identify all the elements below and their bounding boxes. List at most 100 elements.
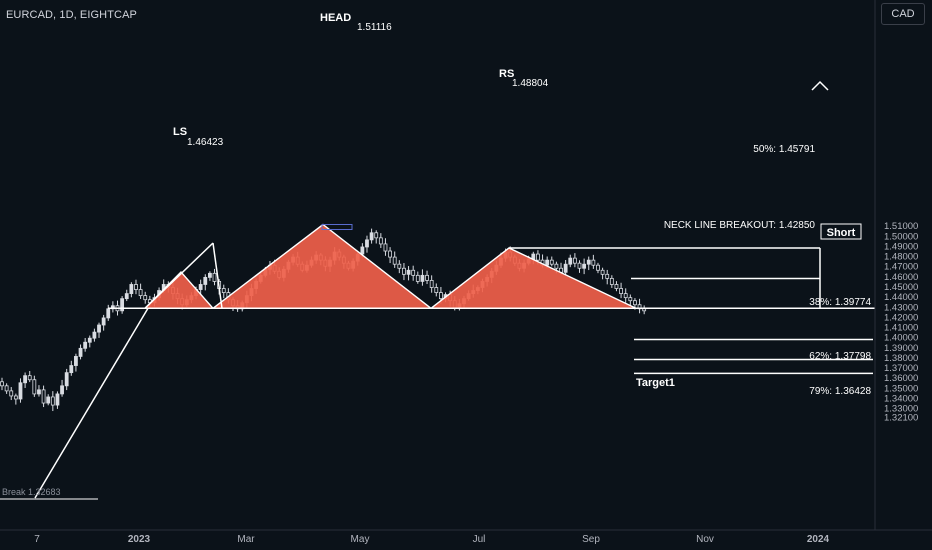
candle-body	[87, 337, 92, 343]
fib-38-label: 38%: 1.39774	[809, 297, 871, 308]
candle-body	[420, 274, 425, 282]
candle-body	[37, 389, 41, 395]
candle-body	[0, 381, 4, 387]
left-shoulder-label: LS	[173, 126, 187, 138]
candle-body	[591, 259, 596, 266]
short-label: Short	[827, 227, 856, 239]
candle-body	[378, 237, 383, 245]
fib-50-label: 50%: 1.45791	[753, 144, 815, 155]
candle-body	[18, 382, 23, 400]
price-tick-label: 1.45000	[884, 282, 918, 293]
candle-body	[642, 308, 647, 312]
neckline-dip-left	[144, 242, 214, 309]
target-label: Target1	[636, 377, 675, 389]
currency-button[interactable]: CAD	[881, 3, 925, 25]
annotation-labels: LS1.46423 HEAD 1.51116 RS1.48804 NECK LINE B…	[2, 12, 871, 497]
candle-body	[434, 287, 439, 293]
time-tick-label: May	[351, 534, 370, 545]
candle-body	[143, 295, 148, 301]
candle-body	[438, 292, 443, 300]
candle-body	[212, 272, 217, 282]
candle-body	[203, 276, 208, 285]
candle-body	[577, 262, 582, 269]
price-tick-label: 1.47000	[884, 262, 918, 273]
candle-body	[41, 389, 46, 404]
candle-body	[614, 284, 619, 289]
price-tick-label: 1.35000	[884, 383, 918, 394]
time-tick-label: Sep	[582, 534, 600, 545]
head-peak-marker	[321, 224, 353, 231]
candle-body	[596, 264, 600, 271]
candle-body	[74, 356, 78, 366]
candle-body	[365, 239, 369, 248]
neckline-label: NECK LINE BREAKOUT: 1.42850	[664, 220, 816, 231]
candle-body	[609, 277, 614, 285]
candle-body	[198, 284, 203, 290]
fib-62-label: 62%: 1.37798	[809, 351, 871, 362]
candle-body	[46, 396, 51, 404]
candle-body	[374, 232, 379, 239]
left-shoulder-price: 1.46423	[187, 137, 224, 148]
candle-body	[633, 300, 637, 306]
time-axis[interactable]: 7 2023 Mar May Jul Sep Nov 2024	[0, 529, 932, 545]
price-tick-label: 1.46000	[884, 272, 918, 283]
candle-body	[568, 257, 573, 265]
time-tick-label: Nov	[696, 534, 714, 545]
candle-body	[129, 284, 134, 294]
candle-body	[388, 250, 392, 258]
price-tick-label: 1.42000	[884, 312, 918, 323]
candle-body	[134, 284, 138, 290]
candle-body	[563, 263, 568, 273]
candle-body	[586, 259, 591, 265]
candle-body	[64, 372, 69, 387]
uptrend-line	[34, 307, 149, 499]
time-tick-label: Mar	[237, 534, 255, 545]
candle-body	[27, 375, 32, 381]
candle-body	[536, 253, 540, 261]
candle-body	[628, 297, 633, 302]
price-tick-label: 1.50000	[884, 231, 918, 242]
candle-body	[392, 256, 397, 265]
candle-body	[221, 288, 226, 293]
candle-body	[429, 280, 434, 288]
time-tick-label: 2024	[807, 534, 830, 545]
candle-body	[554, 263, 559, 269]
head-label: HEAD	[320, 12, 351, 24]
candle-body	[545, 259, 550, 266]
price-tick-label: 1.36000	[884, 373, 918, 384]
candle-body	[78, 347, 83, 357]
bottom-left-label: Break 1.32683	[2, 487, 61, 497]
price-tick-label: 1.51000	[884, 221, 918, 232]
candle-body	[83, 341, 88, 349]
candle-body	[50, 396, 55, 406]
fib-79-label: 79%: 1.36428	[809, 386, 871, 397]
candle-body	[69, 365, 74, 374]
right-shoulder-label: RS	[499, 68, 514, 80]
candle-body	[124, 293, 129, 300]
candle-body	[106, 308, 111, 319]
candle-body	[415, 274, 420, 282]
time-tick-label: Jul	[473, 534, 486, 545]
candle-body	[23, 375, 28, 384]
candle-body	[120, 298, 125, 312]
measured-move-arrowhead	[811, 80, 829, 91]
candle-body	[582, 263, 587, 269]
candle-body	[406, 269, 411, 275]
time-tick-label: 7	[34, 534, 40, 545]
candle-body	[13, 395, 18, 400]
price-tick-label: 1.37000	[884, 363, 918, 374]
time-tick-label: 2023	[128, 534, 151, 545]
candle-body	[4, 385, 9, 392]
short-label-box	[820, 223, 862, 240]
candle-body	[549, 259, 554, 265]
candle-body	[397, 263, 402, 269]
candle-body	[572, 257, 577, 264]
candle-body	[9, 390, 14, 397]
right-shoulder-price: 1.48804	[512, 78, 549, 89]
candle-body	[92, 331, 97, 339]
trend-and-level-lines	[0, 80, 875, 500]
candle-body	[32, 379, 37, 395]
price-axis[interactable]: 1.510001.500001.490001.480001.470001.460…	[874, 0, 918, 530]
candle-body	[55, 393, 60, 406]
